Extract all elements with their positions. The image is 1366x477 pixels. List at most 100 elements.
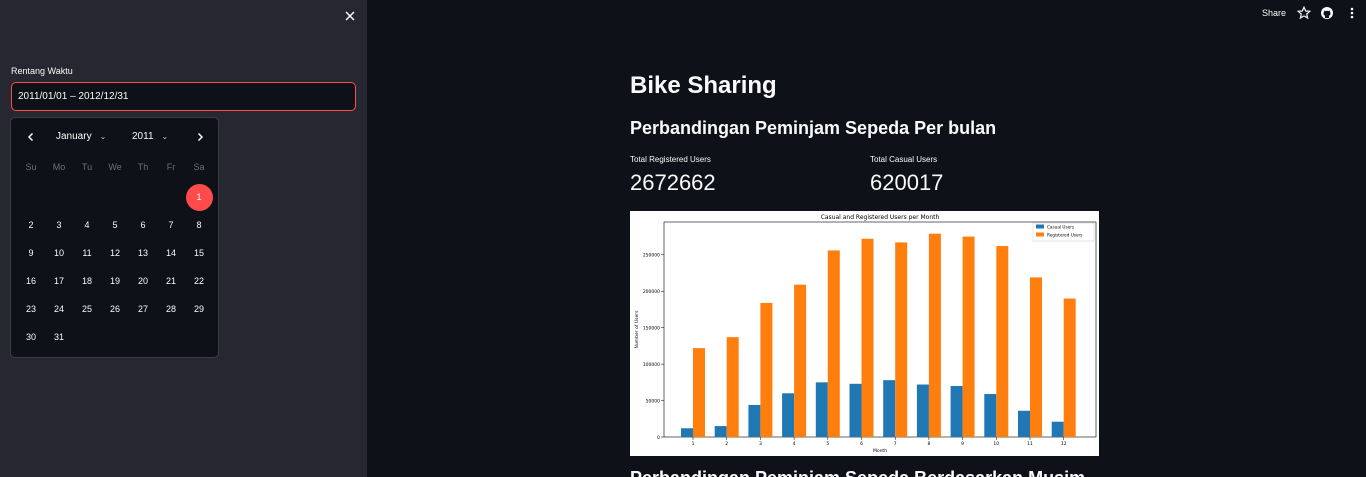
- bar-registered: [693, 348, 705, 437]
- next-month-button[interactable]: [192, 130, 208, 146]
- close-sidebar-button[interactable]: [340, 6, 360, 26]
- x-tick-label: 12: [1061, 441, 1067, 447]
- calendar-day[interactable]: 9: [28, 248, 34, 258]
- calendar-day[interactable]: 30: [25, 332, 36, 342]
- bar-registered: [895, 242, 908, 437]
- calendar-day-selected[interactable]: 1: [185, 183, 213, 211]
- metric-label-casual: Total Casual Users: [870, 155, 938, 164]
- calendar-day[interactable]: 15: [193, 248, 204, 258]
- date-range-input[interactable]: 2011/01/01 – 2012/12/31: [11, 82, 356, 111]
- calendar-day[interactable]: 25: [81, 304, 92, 314]
- bar-casual: [1051, 421, 1064, 437]
- calendar-day[interactable]: 3: [56, 220, 62, 230]
- metric-label-registered: Total Registered Users: [630, 155, 711, 164]
- calendar-day[interactable]: 22: [193, 276, 204, 286]
- calendar-day[interactable]: 19: [109, 276, 120, 286]
- bar-registered: [928, 233, 941, 437]
- bar-casual: [950, 385, 963, 437]
- calendar-day[interactable]: 20: [137, 276, 148, 286]
- calendar-day[interactable]: 21: [165, 276, 176, 286]
- calendar-empty-cell: [129, 183, 157, 211]
- bar-registered: [1063, 298, 1076, 437]
- calendar-day[interactable]: 31: [53, 332, 64, 342]
- calendar-day[interactable]: 11: [82, 248, 92, 258]
- calendar-day[interactable]: 26: [109, 304, 120, 314]
- section-heading-season: Perbandingan Peminjam Sepeda Berdasarkan…: [630, 468, 1085, 477]
- calendar-empty-cell: [157, 183, 185, 211]
- y-axis-label: Number of Users: [634, 310, 640, 349]
- date-range-label: Rentang Waktu: [11, 66, 73, 76]
- bar-casual: [1018, 410, 1030, 437]
- bar-casual: [782, 393, 795, 437]
- year-select-value: 2011: [132, 131, 154, 142]
- x-tick-label: 1: [692, 441, 695, 447]
- legend-swatch: [1036, 224, 1044, 229]
- more-menu-icon[interactable]: [1345, 6, 1359, 20]
- y-tick-label: 50000: [646, 398, 660, 404]
- x-tick-label: 3: [759, 441, 762, 447]
- calendar-day[interactable]: 2: [28, 220, 34, 230]
- github-icon[interactable]: [1320, 6, 1334, 20]
- share-button[interactable]: Share: [1262, 8, 1287, 18]
- calendar-empty-cell: [73, 183, 101, 211]
- bar-registered: [827, 250, 840, 437]
- bar-casual: [916, 384, 929, 437]
- calendar-day[interactable]: 10: [53, 248, 64, 258]
- chart-title: Casual and Registered Users per Month: [821, 214, 940, 221]
- calendar-empty-cell: [17, 183, 45, 211]
- calendar-day[interactable]: 28: [165, 304, 176, 314]
- calendar-header: January ⌄ 2011 ⌄: [11, 118, 218, 158]
- calendar-day[interactable]: 7: [168, 220, 174, 230]
- x-tick-label: 11: [1027, 441, 1033, 447]
- bar-registered: [760, 302, 773, 437]
- calendar-day[interactable]: 12: [109, 248, 120, 258]
- weekday-label: Th: [137, 162, 149, 172]
- calendar-day[interactable]: 29: [193, 304, 204, 314]
- bar-registered: [726, 337, 739, 437]
- y-tick-label: 250000: [643, 253, 660, 259]
- calendar-days-grid: 1 2 3 4 5 6 7 8 9 10 11 12 13 14 15 16 1…: [17, 183, 213, 351]
- bar-casual: [681, 428, 693, 437]
- weekday-label: Su: [25, 162, 37, 172]
- weekday-label: Sa: [193, 162, 205, 172]
- prev-month-button[interactable]: [23, 130, 39, 146]
- calendar-day[interactable]: 27: [137, 304, 148, 314]
- bar-casual: [815, 382, 828, 437]
- year-select[interactable]: 2011 ⌄: [132, 131, 168, 142]
- x-tick-label: 8: [927, 441, 930, 447]
- chevron-left-icon: [27, 132, 34, 142]
- star-icon[interactable]: [1296, 5, 1312, 20]
- weekday-label: Mo: [52, 162, 66, 172]
- bar-registered: [794, 284, 807, 437]
- page-title: Bike Sharing: [630, 72, 777, 99]
- calendar-day[interactable]: 18: [81, 276, 92, 286]
- chevron-down-icon: ⌄: [161, 132, 169, 141]
- x-tick-label: 5: [826, 441, 829, 447]
- calendar-day[interactable]: 16: [25, 276, 36, 286]
- calendar-day[interactable]: 14: [165, 248, 176, 258]
- month-select-value: January: [56, 131, 92, 142]
- calendar-day[interactable]: 23: [25, 304, 36, 314]
- y-tick-label: 200000: [643, 289, 660, 295]
- weekday-header: Su Mo Tu We Th Fr Sa: [11, 162, 218, 178]
- x-tick-label: 2: [725, 441, 728, 447]
- bar-casual: [984, 394, 997, 437]
- calendar-day[interactable]: 8: [196, 220, 202, 230]
- chart-svg: Casual and Registered Users per Month 0 50…: [634, 214, 1097, 454]
- legend-box: [1032, 222, 1095, 242]
- calendar-day[interactable]: 4: [84, 220, 90, 230]
- calendar-day[interactable]: 6: [140, 220, 146, 230]
- x-axis-label: Month: [873, 448, 887, 454]
- y-tick-label: 0: [657, 435, 660, 441]
- calendar-day[interactable]: 13: [137, 248, 148, 258]
- calendar-day[interactable]: 17: [53, 276, 64, 286]
- calendar-day[interactable]: 5: [112, 220, 118, 230]
- calendar-day[interactable]: 24: [53, 304, 64, 314]
- y-tick-label: 150000: [643, 325, 660, 331]
- bar-registered: [962, 236, 975, 437]
- weekday-label: Fr: [166, 162, 176, 172]
- x-tick-label: 9: [961, 441, 964, 447]
- monthly-users-chart: Casual and Registered Users per Month 0 50…: [630, 211, 1099, 456]
- month-select[interactable]: January ⌄: [56, 131, 106, 142]
- metric-value-casual: 620017: [870, 170, 944, 195]
